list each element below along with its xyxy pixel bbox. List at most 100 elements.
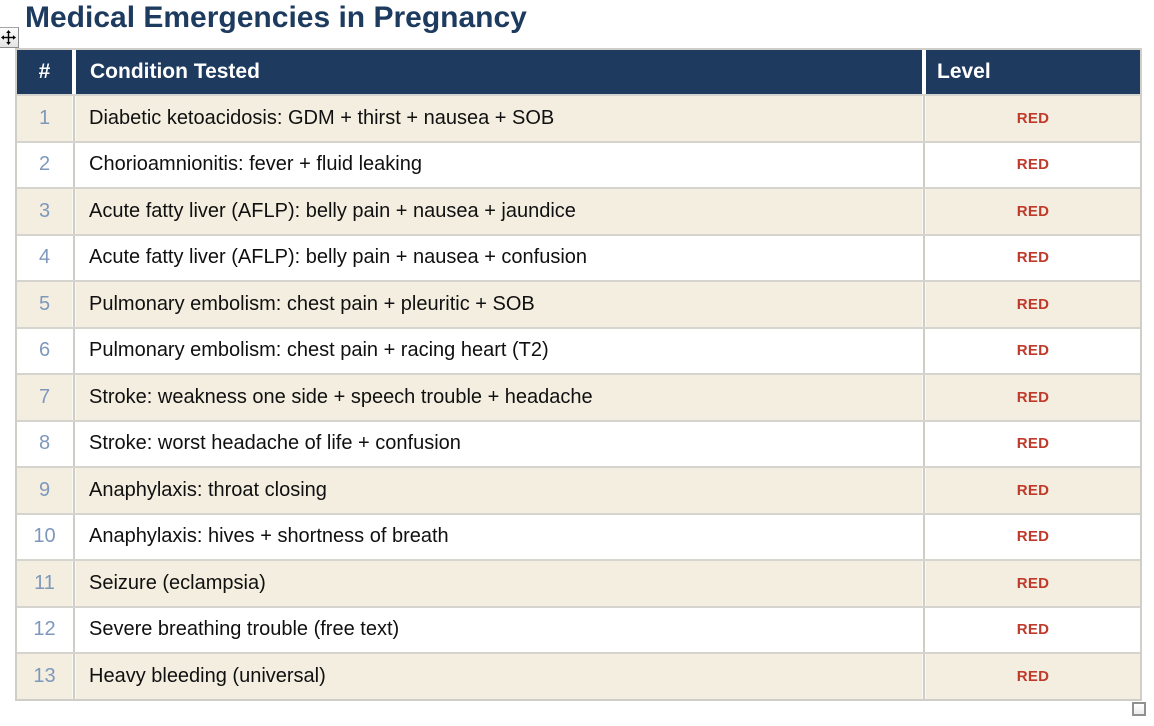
column-separator	[72, 189, 76, 234]
table-row: 12 Severe breathing trouble (free text) …	[17, 605, 1140, 653]
level-cell[interactable]: RED	[926, 468, 1140, 513]
condition-cell[interactable]: Anaphylaxis: hives + shortness of breath	[76, 515, 922, 560]
table-move-handle[interactable]	[0, 27, 19, 48]
condition-cell[interactable]: Pulmonary embolism: chest pain + pleurit…	[76, 282, 922, 327]
column-separator	[72, 514, 76, 559]
column-separator	[922, 654, 926, 699]
column-separator	[72, 561, 76, 606]
move-icon	[1, 30, 16, 45]
level-cell[interactable]: RED	[926, 329, 1140, 374]
level-cell[interactable]: RED	[926, 96, 1140, 141]
level-cell[interactable]: RED	[926, 282, 1140, 327]
row-number-cell[interactable]: 4	[17, 236, 72, 281]
column-separator	[922, 514, 926, 559]
header-cell-condition[interactable]: Condition Tested	[90, 60, 260, 83]
level-text: RED	[1016, 574, 1050, 592]
condition-cell[interactable]: Heavy bleeding (universal)	[76, 654, 922, 699]
condition-cell[interactable]: Severe breathing trouble (free text)	[76, 608, 922, 653]
row-number: 7	[38, 385, 51, 408]
table-resize-handle[interactable]	[1132, 702, 1146, 716]
table-row: 10 Anaphylaxis: hives + shortness of bre…	[17, 512, 1140, 560]
table-row: 5 Pulmonary embolism: chest pain + pleur…	[17, 280, 1140, 327]
level-cell[interactable]: RED	[926, 375, 1140, 420]
row-number: 13	[33, 664, 56, 687]
row-number-cell[interactable]: 6	[17, 329, 72, 374]
condition-cell[interactable]: Diabetic ketoacidosis: GDM + thirst + na…	[76, 96, 922, 141]
level-cell[interactable]: RED	[926, 515, 1140, 560]
row-number: 4	[38, 246, 51, 269]
level-cell[interactable]: RED	[926, 608, 1140, 653]
column-separator	[72, 375, 76, 420]
header-column-separator	[72, 50, 76, 94]
condition-cell[interactable]: Acute fatty liver (AFLP): belly pain + n…	[76, 189, 922, 234]
condition-text: Diabetic ketoacidosis: GDM + thirst + na…	[89, 106, 555, 129]
row-number: 1	[38, 106, 51, 129]
table-row: 2 Chorioamnionitis: fever + fluid leakin…	[17, 140, 1140, 188]
table-body: 1 Diabetic ketoacidosis: GDM + thirst + …	[17, 94, 1140, 699]
row-number: 12	[33, 618, 56, 641]
level-cell[interactable]: RED	[926, 561, 1140, 606]
row-number: 5	[38, 292, 51, 315]
column-separator	[922, 375, 926, 420]
row-number: 8	[38, 432, 51, 455]
condition-cell[interactable]: Anaphylaxis: throat closing	[76, 468, 922, 513]
condition-text: Stroke: weakness one side + speech troub…	[89, 385, 593, 408]
column-separator	[922, 421, 926, 466]
condition-text: Chorioamnionitis: fever + fluid leaking	[89, 153, 422, 176]
level-text: RED	[1016, 528, 1050, 546]
header-column-separator	[922, 50, 926, 94]
condition-text: Stroke: worst headache of life + confusi…	[89, 432, 461, 455]
condition-cell[interactable]: Pulmonary embolism: chest pain + racing …	[76, 329, 922, 374]
row-number-cell[interactable]: 9	[17, 468, 72, 513]
table-row: 4 Acute fatty liver (AFLP): belly pain +…	[17, 233, 1140, 281]
row-number-cell[interactable]: 10	[17, 515, 72, 560]
level-cell[interactable]: RED	[926, 236, 1140, 281]
level-cell[interactable]: RED	[926, 189, 1140, 234]
page-title[interactable]: Medical Emergencies in Pregnancy	[25, 1, 527, 34]
row-number-cell[interactable]: 11	[17, 561, 72, 606]
column-separator	[72, 96, 76, 141]
column-separator	[922, 96, 926, 141]
condition-cell[interactable]: Stroke: weakness one side + speech troub…	[76, 375, 922, 420]
condition-cell[interactable]: Seizure (eclampsia)	[76, 561, 922, 606]
condition-text: Seizure (eclampsia)	[89, 571, 266, 594]
row-number-cell[interactable]: 3	[17, 189, 72, 234]
row-number-cell[interactable]: 8	[17, 422, 72, 467]
header-cell-number[interactable]: #	[38, 60, 51, 83]
column-separator	[922, 607, 926, 652]
level-cell[interactable]: RED	[926, 654, 1140, 699]
condition-cell[interactable]: Chorioamnionitis: fever + fluid leaking	[76, 143, 922, 188]
column-separator	[922, 328, 926, 373]
column-separator	[72, 328, 76, 373]
level-text: RED	[1016, 156, 1050, 174]
level-cell[interactable]: RED	[926, 422, 1140, 467]
column-separator	[72, 282, 76, 327]
condition-text: Severe breathing trouble (free text)	[89, 618, 400, 641]
header-cell-level[interactable]: Level	[937, 60, 991, 83]
column-separator	[922, 282, 926, 327]
column-separator	[72, 421, 76, 466]
row-number-cell[interactable]: 12	[17, 608, 72, 653]
column-separator	[922, 561, 926, 606]
level-text: RED	[1016, 667, 1050, 685]
row-number: 10	[33, 525, 56, 548]
row-number-cell[interactable]: 5	[17, 282, 72, 327]
condition-cell[interactable]: Stroke: worst headache of life + confusi…	[76, 422, 922, 467]
row-number-cell[interactable]: 2	[17, 143, 72, 188]
emergency-conditions-table: # Condition Tested Level 1 Diabetic keto…	[15, 48, 1142, 701]
level-text: RED	[1016, 481, 1050, 499]
row-number-cell[interactable]: 1	[17, 96, 72, 141]
column-separator	[922, 142, 926, 187]
row-number: 6	[38, 339, 51, 362]
level-text: RED	[1016, 388, 1050, 406]
condition-text: Anaphylaxis: throat closing	[89, 478, 327, 501]
row-number-cell[interactable]: 7	[17, 375, 72, 420]
column-separator	[72, 607, 76, 652]
row-number-cell[interactable]: 13	[17, 654, 72, 699]
condition-cell[interactable]: Acute fatty liver (AFLP): belly pain + n…	[76, 236, 922, 281]
level-text: RED	[1016, 295, 1050, 313]
table-row: 1 Diabetic ketoacidosis: GDM + thirst + …	[17, 94, 1140, 141]
level-cell[interactable]: RED	[926, 143, 1140, 188]
column-separator	[922, 235, 926, 280]
